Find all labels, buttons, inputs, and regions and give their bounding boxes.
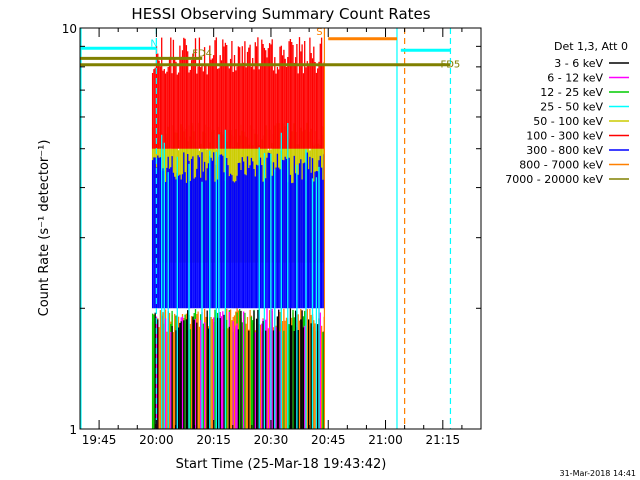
legend-entry: 800 - 7000 keV [519, 159, 603, 172]
overlay-layer: N S FD4 FD5 [80, 27, 460, 429]
x-tick-label: 20:15 [196, 433, 231, 447]
x-tick-label: 20:45 [311, 433, 346, 447]
legend-entry: 25 - 50 keV [540, 101, 603, 114]
y-tick-label: 1 [69, 423, 77, 437]
x-tick-label: 21:15 [426, 433, 461, 447]
annotation-label: FD4 [192, 48, 212, 59]
plot-frame [79, 27, 482, 430]
legend-entry: 100 - 300 keV [526, 130, 603, 143]
legend-title: Det 1,3, Att 0 [554, 40, 628, 53]
x-axis-label: Start Time (25-Mar-18 19:43:42) [176, 457, 387, 472]
annotation-label: N [150, 38, 157, 49]
x-tick-label: 20:00 [139, 433, 174, 447]
axis-layer: 19:45 20:00 20:15 20:30 20:45 21:00 21:15 1 10 [62, 22, 482, 447]
chart-title: HESSI Observing Summary Count Rates [131, 5, 430, 23]
annotation-label: FD5 [440, 60, 460, 71]
legend-entry: 6 - 12 keV [547, 72, 603, 85]
series-band [161, 123, 320, 429]
series-band [151, 37, 325, 149]
legend-entry: 50 - 100 keV [533, 115, 603, 128]
legend-entry: 12 - 25 keV [540, 86, 603, 99]
legend-entry: 7000 - 20000 keV [505, 173, 603, 186]
legend-entry: 300 - 800 keV [526, 144, 603, 157]
y-tick-label: 10 [62, 22, 77, 36]
y-axis-label: Count Rate (s⁻¹ detector⁻¹) [37, 140, 52, 317]
x-tick-label: 20:30 [254, 433, 289, 447]
data-layer [151, 37, 325, 429]
footer-date: 31-Mar-2018 14:41 [560, 469, 637, 478]
x-tick-label: 21:00 [368, 433, 403, 447]
x-tick-label: 19:45 [82, 433, 117, 447]
annotation-label: S [316, 27, 322, 38]
legend-entry: 3 - 6 keV [554, 57, 603, 70]
